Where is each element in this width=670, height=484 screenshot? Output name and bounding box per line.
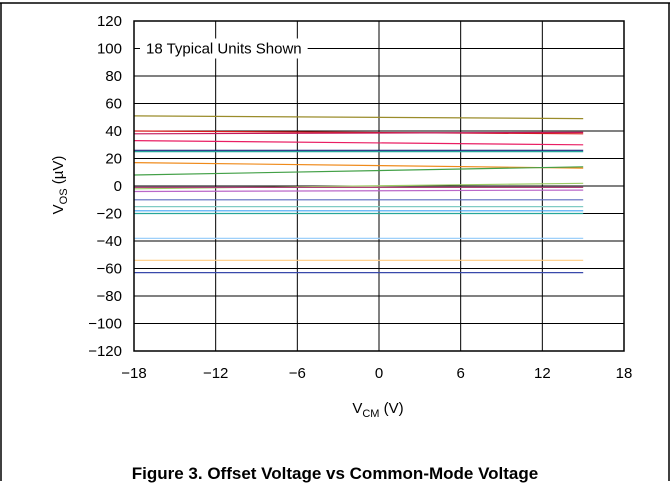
- x-tick-label: −12: [203, 365, 228, 382]
- y-tick-label: −40: [97, 233, 122, 250]
- y-axis-label: VOS (µV): [50, 156, 70, 215]
- x-axis-label: VCM (V): [352, 400, 403, 420]
- series-line: [133, 115, 584, 120]
- y-tick-label: −100: [88, 316, 122, 333]
- x-tick-label: 0: [375, 365, 383, 382]
- plot-area: [133, 20, 625, 352]
- x-tick-label: 18: [616, 365, 633, 382]
- x-tick-label: −6: [289, 365, 306, 382]
- series-line: [133, 189, 584, 193]
- y-tick-label: 20: [105, 151, 122, 168]
- series-line: [133, 162, 584, 169]
- series-line: [133, 166, 584, 176]
- series-line: [133, 130, 584, 135]
- annotation-box: [140, 38, 308, 59]
- figure-caption: Figure 3. Offset Voltage vs Common-Mode …: [131, 464, 539, 483]
- units-shown-annotation: 18 Typical Units Shown: [146, 41, 302, 58]
- series-line: [133, 140, 584, 146]
- y-tick-label: −20: [97, 206, 122, 223]
- series-layer: [133, 115, 584, 274]
- x-tick-label: −18: [121, 365, 146, 382]
- y-tick-label: 80: [105, 68, 122, 85]
- y-tick-label: −60: [97, 261, 122, 278]
- y-tick-label: 60: [105, 96, 122, 113]
- y-tick-label: 0: [114, 178, 122, 195]
- series-line: [133, 131, 584, 135]
- y-tick-label: −120: [88, 343, 122, 360]
- annotation-layer: 18 Typical Units Shown: [140, 38, 308, 59]
- y-tick-label: 40: [105, 123, 122, 140]
- y-tick-label: 120: [97, 13, 122, 30]
- x-tick-label: 6: [456, 365, 464, 382]
- x-tick-label: 12: [534, 365, 551, 382]
- y-tick-label: 100: [97, 41, 122, 58]
- y-tick-label: −80: [97, 288, 122, 305]
